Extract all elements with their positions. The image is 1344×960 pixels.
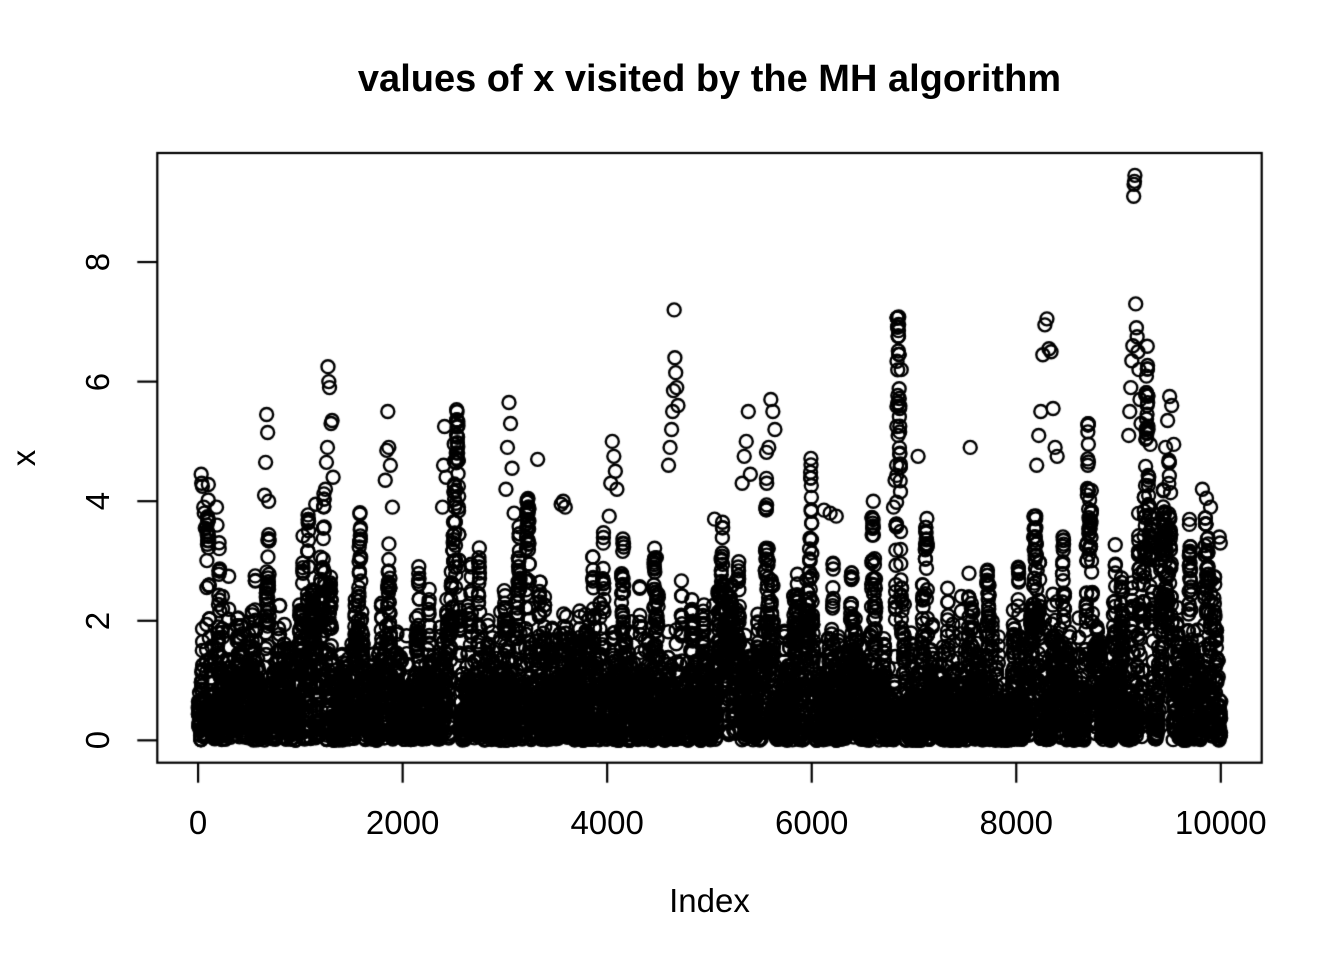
y-tick-label: 0	[79, 731, 116, 750]
x-tick-label: 8000	[979, 804, 1053, 841]
x-tick-label: 2000	[365, 804, 440, 841]
y-tick-label: 4	[79, 492, 116, 511]
y-axis-title: x	[5, 449, 42, 467]
x-tick-label: 0	[188, 804, 208, 841]
x-axis-title: Index	[669, 882, 750, 919]
x-tick-label: 10000	[1174, 804, 1267, 841]
y-tick-label: 6	[79, 372, 116, 391]
chart-title: values of x visited by the MH algorithm	[357, 58, 1062, 100]
x-tick-label: 4000	[570, 804, 644, 841]
y-tick-label: 8	[79, 252, 116, 272]
x-tick-label: 6000	[774, 804, 849, 841]
y-tick-label: 2	[79, 611, 116, 630]
